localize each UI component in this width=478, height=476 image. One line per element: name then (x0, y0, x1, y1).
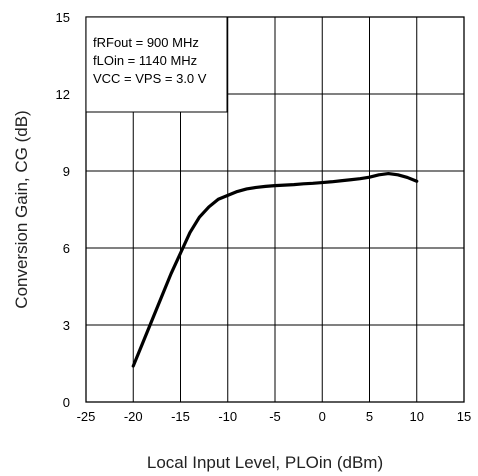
plot-frame (85, 16, 465, 403)
x-tick-label: 5 (366, 409, 373, 424)
x-axis-title: Local Input Level, PLOin (dBm) (147, 453, 383, 472)
y-tick-label: 3 (63, 318, 70, 333)
annotation-box-background (85, 16, 228, 113)
y-tick-label: 15 (56, 10, 70, 25)
x-tick-label: 10 (410, 409, 424, 424)
annotation-line: VCC = VPS = 3.0 V (93, 71, 207, 86)
x-tick-label: -25 (77, 409, 96, 424)
x-tick-label: 0 (319, 409, 326, 424)
y-tick-label: 0 (63, 395, 70, 410)
x-tick-label: -20 (124, 409, 143, 424)
x-tick-label: -5 (269, 409, 281, 424)
x-tick-label: -15 (171, 409, 190, 424)
x-tick-label: 15 (457, 409, 471, 424)
y-tick-label: 6 (63, 241, 70, 256)
x-tick-label: -10 (218, 409, 237, 424)
y-axis-title: Conversion Gain, CG (dB) (12, 110, 31, 308)
annotation-box: fRFout = 900 MHz fLOin = 1140 MHz VCC = VP… (85, 16, 228, 113)
y-tick-label: 12 (56, 87, 70, 102)
y-tick-label: 9 (63, 164, 70, 179)
series-line (131, 171, 419, 368)
tick-labels: -25 -20 -15 -10 -5 0 5 10 15 0 3 6 9 12 15 (56, 10, 472, 424)
annotation-line: fLOin = 1140 MHz (93, 53, 197, 68)
annotation-line: fRFout = 900 MHz (93, 35, 199, 50)
